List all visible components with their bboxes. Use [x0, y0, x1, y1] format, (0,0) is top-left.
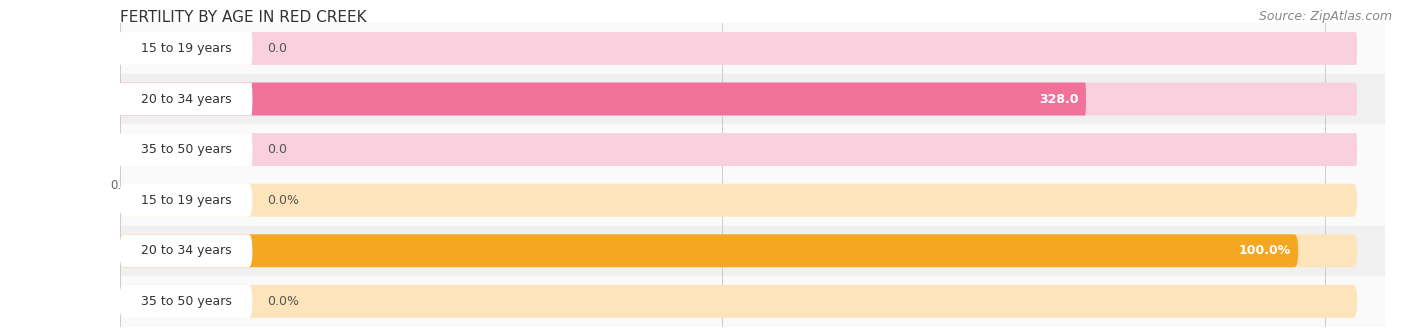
Text: 35 to 50 years: 35 to 50 years	[141, 143, 232, 156]
FancyBboxPatch shape	[120, 234, 253, 267]
FancyBboxPatch shape	[120, 234, 1357, 267]
FancyBboxPatch shape	[120, 82, 1357, 116]
Text: 328.0: 328.0	[1039, 92, 1078, 106]
Text: 0.0%: 0.0%	[267, 295, 299, 308]
FancyBboxPatch shape	[120, 234, 1298, 267]
Text: 0.0%: 0.0%	[267, 194, 299, 207]
Text: 100.0%: 100.0%	[1239, 244, 1291, 257]
Bar	[120, 23, 1385, 74]
Text: Source: ZipAtlas.com: Source: ZipAtlas.com	[1258, 10, 1392, 23]
Bar	[120, 276, 1385, 327]
FancyBboxPatch shape	[120, 285, 253, 318]
Text: 15 to 19 years: 15 to 19 years	[141, 194, 231, 207]
Text: 20 to 34 years: 20 to 34 years	[141, 92, 231, 106]
FancyBboxPatch shape	[120, 184, 253, 216]
FancyBboxPatch shape	[120, 32, 253, 65]
Bar	[120, 124, 1385, 175]
Bar	[120, 175, 1385, 225]
Bar	[120, 74, 1385, 124]
FancyBboxPatch shape	[120, 133, 253, 166]
Text: 35 to 50 years: 35 to 50 years	[141, 295, 232, 308]
Text: FERTILITY BY AGE IN RED CREEK: FERTILITY BY AGE IN RED CREEK	[120, 10, 366, 25]
Bar	[120, 225, 1385, 276]
FancyBboxPatch shape	[120, 285, 1357, 318]
FancyBboxPatch shape	[120, 82, 253, 116]
Text: 0.0: 0.0	[267, 42, 288, 55]
FancyBboxPatch shape	[120, 32, 1357, 65]
Text: 20 to 34 years: 20 to 34 years	[141, 244, 231, 257]
FancyBboxPatch shape	[120, 82, 1085, 116]
FancyBboxPatch shape	[120, 184, 1357, 216]
FancyBboxPatch shape	[120, 133, 1357, 166]
Text: 0.0: 0.0	[267, 143, 288, 156]
Text: 15 to 19 years: 15 to 19 years	[141, 42, 231, 55]
